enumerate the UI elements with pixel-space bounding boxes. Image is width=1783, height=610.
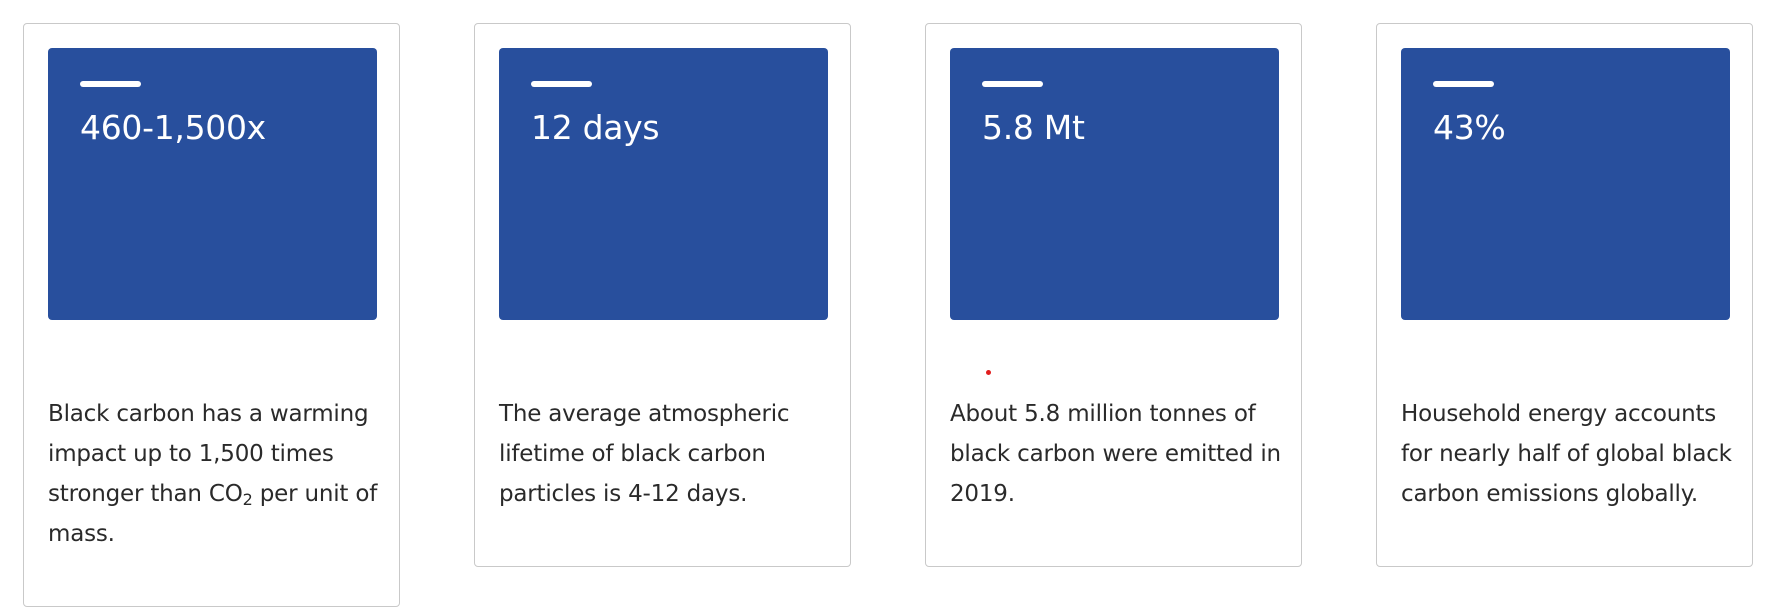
subscript-text: 2 [242, 490, 253, 509]
stat-box: 460-1,500x [48, 48, 377, 320]
stat-value: 460-1,500x [80, 108, 266, 147]
stat-card-emissions: 5.8 Mt About 5.8 million tonnes of black… [925, 23, 1302, 567]
stat-value: 43% [1433, 108, 1506, 147]
stat-box: 5.8 Mt [950, 48, 1279, 320]
stat-card-lifetime: 12 days The average atmospheric lifetime… [474, 23, 851, 567]
red-dot-marker [986, 370, 991, 375]
stat-description-text: Black carbon has a warming impact up to … [48, 401, 369, 507]
stat-box: 12 days [499, 48, 828, 320]
stat-card-warming: 460-1,500x Black carbon has a warming im… [23, 23, 400, 607]
stat-value: 5.8 Mt [982, 108, 1085, 147]
stat-description: About 5.8 million tonnes of black carbon… [950, 401, 1281, 507]
stat-value: 12 days [531, 108, 660, 147]
stat-description: Black carbon has a warming impact up to … [48, 394, 388, 554]
stat-rule-line [1433, 81, 1494, 87]
stat-description: Household energy accounts for nearly hal… [1401, 401, 1732, 507]
stat-box: 43% [1401, 48, 1730, 320]
stat-rule-line [80, 81, 141, 87]
stat-card-household: 43% Household energy accounts for nearly… [1376, 23, 1753, 567]
stat-description-text: per unit of mass. [48, 481, 378, 547]
stat-description: The average atmospheric lifetime of blac… [499, 401, 790, 507]
stat-rule-line [531, 81, 592, 87]
stat-rule-line [982, 81, 1043, 87]
